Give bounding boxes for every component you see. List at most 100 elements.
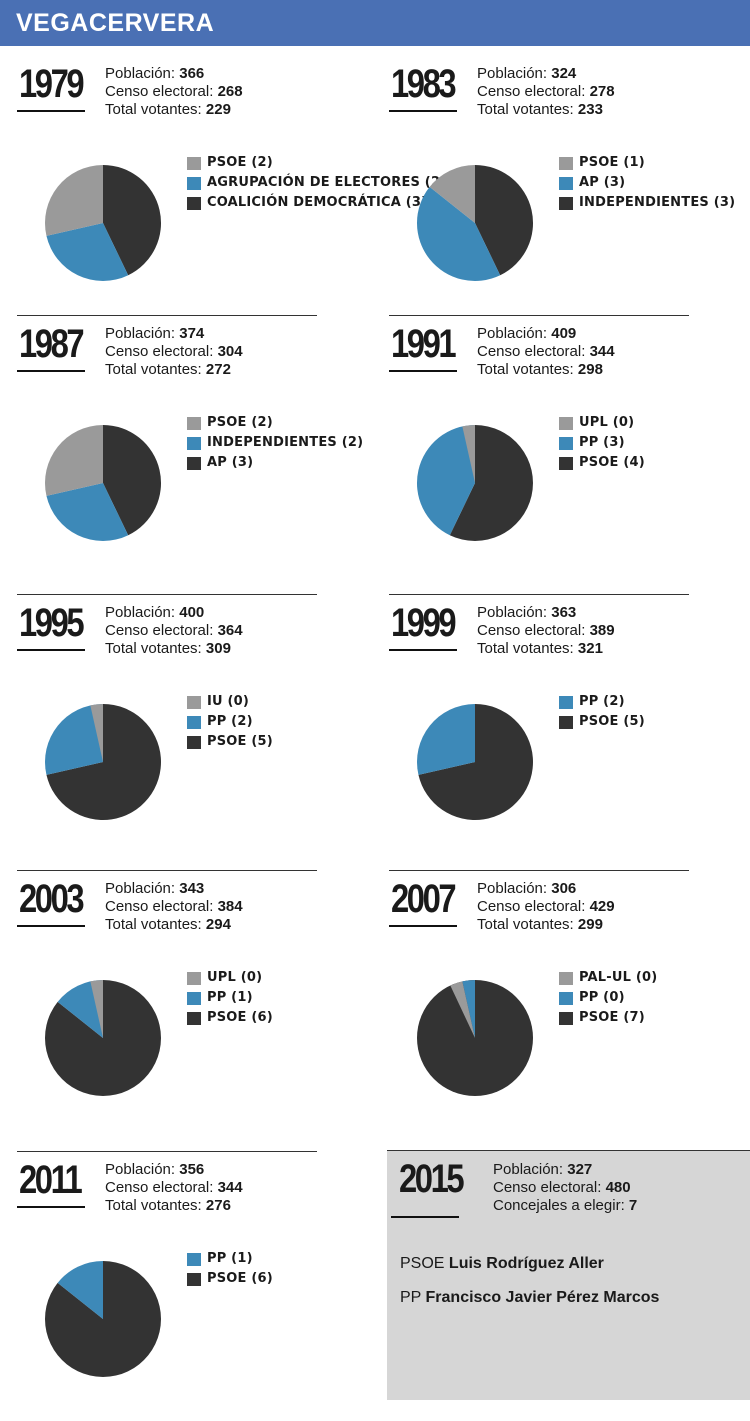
- legend-label: PP (1): [207, 1251, 253, 1266]
- year-label: 1987: [19, 322, 85, 366]
- pie-slice: [416, 186, 501, 282]
- election-panel: 2007 Población: 306 Censo electoral: 429 To…: [389, 870, 729, 1140]
- year-underline: [391, 1216, 459, 1218]
- header-bar: VEGACERVERA: [0, 0, 750, 46]
- voters-line: Total votantes: 229: [105, 101, 231, 118]
- population-line: Población: 343: [105, 880, 205, 897]
- stats-block: Población: 400 Censo electoral: 364 Total …: [105, 604, 243, 658]
- legend-swatch: [559, 157, 573, 170]
- legend-label: PP (2): [207, 714, 253, 729]
- year-underline: [389, 649, 457, 651]
- legend-label: AP (3): [207, 455, 254, 470]
- voters-line: Total votantes: 321: [477, 640, 603, 657]
- pie-slice: [44, 1261, 161, 1377]
- stats-block: Población: 356 Censo electoral: 344 Total …: [105, 1161, 243, 1215]
- legend-swatch: [187, 1273, 201, 1286]
- pie-chart: [44, 980, 161, 1096]
- year-label: 2015: [399, 1157, 465, 1201]
- legend-swatch: [559, 177, 573, 190]
- voters-line: Total votantes: 298: [477, 361, 603, 378]
- legend-swatch: [187, 177, 201, 190]
- election-panel: 1979 Población: 366 Censo electoral: 268 To…: [17, 55, 446, 325]
- legend-swatch: [187, 157, 201, 170]
- candidate-party: PP: [400, 1289, 422, 1306]
- legend-swatch: [559, 417, 573, 430]
- separator: [387, 1150, 750, 1151]
- pie-slice: [44, 425, 103, 496]
- pie-chart: [416, 704, 533, 820]
- legend-swatch: [559, 696, 573, 709]
- candidate-name: Luis Rodríguez Aller: [448, 1255, 604, 1272]
- year-underline: [17, 370, 85, 372]
- legend-label: IU (0): [207, 694, 250, 709]
- year-underline: [17, 649, 85, 651]
- pie-slice: [44, 704, 103, 775]
- year-label: 1979: [19, 62, 85, 106]
- pie-chart: [44, 704, 161, 820]
- pie-slice: [418, 704, 533, 820]
- census-line: Censo electoral: 364: [105, 622, 243, 639]
- population-line: Población: 366: [105, 65, 205, 82]
- year-underline: [389, 370, 457, 372]
- legend-label: INDEPENDIENTES (3): [579, 195, 736, 210]
- pie-slice: [416, 704, 475, 775]
- candidate-pp: PP Francisco Javier Pérez Marcos: [400, 1289, 659, 1307]
- year-label: 2011: [19, 1158, 83, 1202]
- legend-label: PP (3): [579, 435, 625, 450]
- legend-swatch: [187, 1012, 201, 1025]
- stats-block: Población: 363 Censo electoral: 389 Total …: [477, 604, 615, 658]
- voters-line: Total votantes: 233: [477, 101, 603, 118]
- voters-line: Total votantes: 276: [105, 1197, 231, 1214]
- pie-slice: [449, 425, 533, 541]
- legend-label: PSOE (5): [579, 714, 645, 729]
- legend-swatch: [559, 972, 573, 985]
- year-underline: [389, 110, 457, 112]
- legend-label: PP (1): [207, 990, 253, 1005]
- stats-block: Población: 366 Censo electoral: 268 Total …: [105, 65, 243, 119]
- year-label: 1999: [391, 601, 457, 645]
- legend-label: PSOE (5): [207, 734, 273, 749]
- year-underline: [389, 925, 457, 927]
- census-line: Censo electoral: 344: [105, 1179, 243, 1196]
- legend-swatch: [187, 457, 201, 470]
- legend-swatch: [559, 437, 573, 450]
- election-panel: 1999 Población: 363 Censo electoral: 389 To…: [389, 594, 729, 864]
- separator: [17, 594, 317, 595]
- election-panel: 1995 Población: 400 Censo electoral: 364 To…: [17, 594, 357, 864]
- legend-swatch: [187, 1253, 201, 1266]
- legend-label: PSOE (2): [207, 155, 273, 170]
- election-panel: 1983 Población: 324 Censo electoral: 278 To…: [389, 55, 735, 325]
- population-line: Población: 363: [477, 604, 577, 621]
- legend-swatch: [559, 716, 573, 729]
- separator: [389, 870, 689, 871]
- page-title: VEGACERVERA: [16, 9, 215, 37]
- census-line: Censo electoral: 344: [477, 343, 615, 360]
- pie-slice: [475, 165, 534, 276]
- census-line: Censo electoral: 429: [477, 898, 615, 915]
- legend-label: AP (3): [579, 175, 626, 190]
- legend-label: PSOE (7): [579, 1010, 645, 1025]
- population-line: Población: 374: [105, 325, 205, 342]
- year-label: 1995: [19, 601, 85, 645]
- pie-slice: [90, 980, 103, 1038]
- population-line: Población: 409: [477, 325, 577, 342]
- pie-chart: [417, 980, 533, 1096]
- stats-block: Población: 343 Censo electoral: 384 Total …: [105, 880, 243, 934]
- pie-chart: [44, 425, 162, 542]
- legend-label: PSOE (1): [579, 155, 645, 170]
- legend-swatch: [187, 716, 201, 729]
- legend-label: PAL-UL (0): [579, 970, 658, 985]
- voters-line: Total votantes: 299: [477, 916, 603, 933]
- legend-label: UPL (0): [579, 415, 635, 430]
- voters-line: Total votantes: 309: [105, 640, 231, 657]
- stats-block: Población: 409 Censo electoral: 344 Total …: [477, 325, 615, 379]
- election-panel: 2011 Población: 356 Censo electoral: 344 To…: [17, 1151, 357, 1421]
- census-line: Censo electoral: 304: [105, 343, 243, 360]
- legend-label: PP (2): [579, 694, 625, 709]
- legend-label: PSOE (2): [207, 415, 273, 430]
- legend-label: PP (0): [579, 990, 625, 1005]
- year-underline: [17, 925, 85, 927]
- year-label: 1983: [391, 62, 457, 106]
- legend-swatch: [559, 1012, 573, 1025]
- pie-slice: [44, 980, 161, 1096]
